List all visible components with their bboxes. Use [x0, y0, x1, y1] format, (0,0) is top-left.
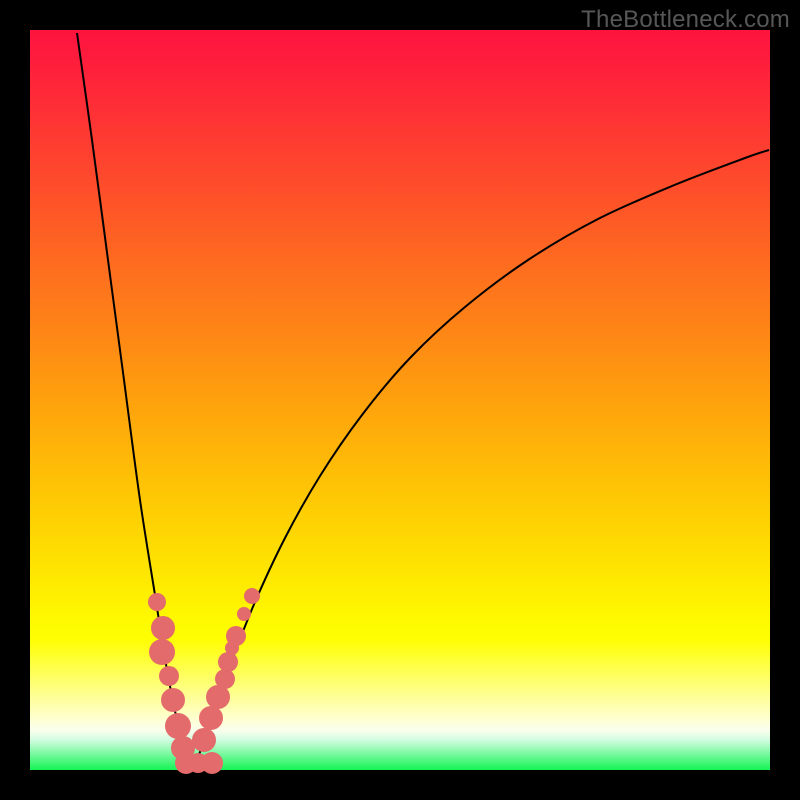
chart-container: TheBottleneck.com: [0, 0, 800, 800]
watermark-text: TheBottleneck.com: [581, 6, 790, 34]
data-marker: [201, 752, 223, 774]
data-marker: [237, 607, 251, 621]
data-marker: [148, 593, 166, 611]
data-marker: [149, 639, 175, 665]
data-marker: [215, 669, 235, 689]
data-marker: [159, 666, 179, 686]
data-marker: [151, 616, 175, 640]
data-marker: [165, 713, 191, 739]
plot-gradient-background: [30, 30, 770, 770]
bottleneck-chart-svg: [0, 0, 800, 800]
data-marker: [192, 728, 216, 752]
data-marker: [244, 588, 260, 604]
data-marker: [226, 626, 246, 646]
data-marker: [218, 652, 238, 672]
data-marker: [161, 688, 185, 712]
data-marker: [199, 706, 223, 730]
